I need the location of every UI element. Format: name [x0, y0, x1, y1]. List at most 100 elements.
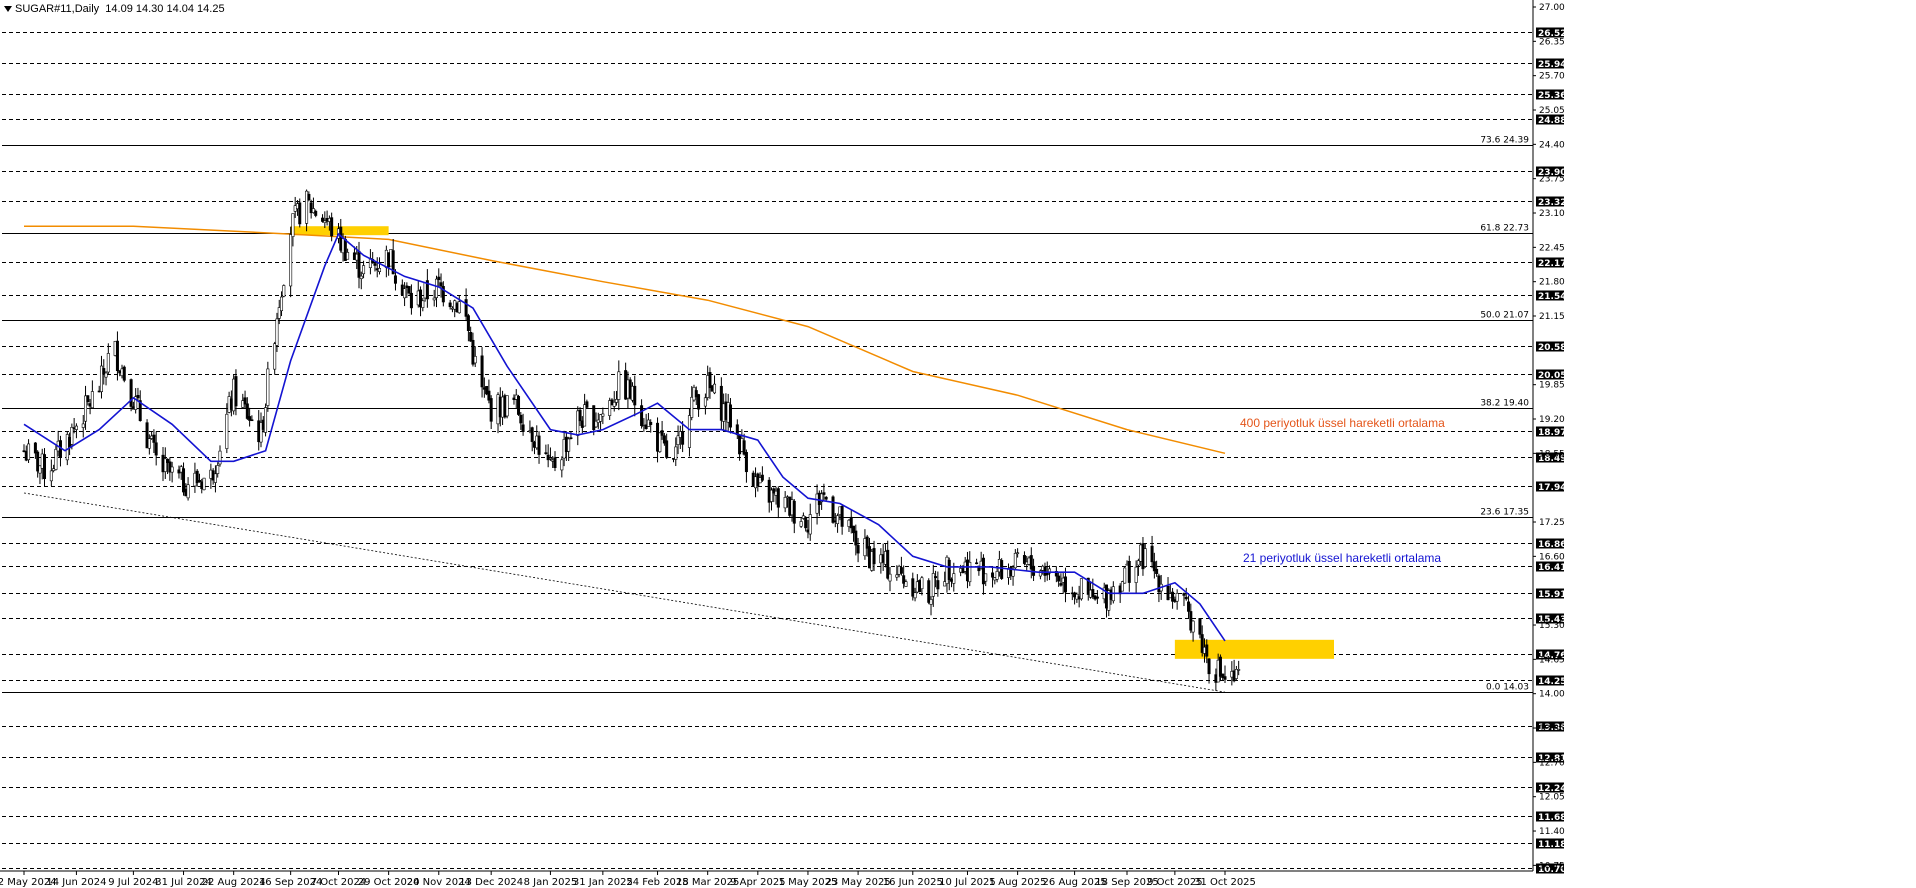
candle-body — [546, 454, 550, 461]
level-tag-label: 26.52 — [1538, 29, 1566, 39]
candle-body — [1237, 669, 1241, 671]
candle-body — [836, 515, 840, 524]
candle-body — [1223, 676, 1227, 680]
candle-body — [373, 263, 377, 266]
candle-body — [931, 573, 935, 597]
candle-body — [583, 404, 587, 427]
candle-body — [234, 376, 238, 407]
candle-body — [311, 208, 315, 213]
candle-body — [658, 432, 662, 453]
candle-body — [243, 397, 247, 405]
candle-body — [1127, 560, 1131, 583]
y-tick-label: 23.75 — [1539, 175, 1565, 185]
level-tag — [1536, 721, 1564, 732]
grid-lines — [2, 32, 1533, 869]
candle-body — [517, 396, 521, 415]
level-tag-label: 13.38 — [1538, 723, 1566, 733]
candle-body — [820, 493, 824, 503]
y-tick-label: 24.40 — [1539, 140, 1565, 150]
candle-body — [1157, 575, 1161, 593]
candle-body — [521, 424, 525, 432]
x-tick-label: 22 May 2024 — [0, 877, 57, 888]
candle-body — [115, 340, 119, 372]
candle-body — [1171, 591, 1175, 602]
x-tick-label: 16 Jun 2025 — [883, 877, 943, 888]
y-tick-label: 19.85 — [1539, 381, 1565, 391]
candle-body — [38, 465, 42, 474]
candle-body — [357, 250, 361, 278]
candle-body — [1198, 618, 1202, 635]
candle-body — [852, 525, 856, 534]
candle-body — [86, 395, 90, 403]
level-tag — [1536, 166, 1564, 177]
level-tag-label: 25.94 — [1538, 60, 1566, 70]
candle-body — [441, 286, 445, 303]
candle-body — [1123, 567, 1127, 584]
candle-body — [899, 567, 903, 574]
annotation-ema400: 400 periyotluk üssel hareketli ortalama — [1240, 416, 1445, 430]
candle-body — [102, 368, 106, 375]
candle-body — [195, 470, 199, 484]
level-tag — [1536, 613, 1564, 624]
candle-body — [981, 557, 985, 585]
candle-body — [1207, 658, 1211, 675]
candle-body — [213, 473, 217, 483]
candle-body — [489, 398, 493, 422]
candle-body — [968, 561, 972, 583]
candle-body — [419, 289, 423, 308]
candle-body — [245, 403, 249, 419]
candle-body — [1187, 601, 1191, 612]
candle-body — [856, 545, 860, 554]
level-tag-label: 22.17 — [1538, 259, 1566, 269]
candle-body — [480, 355, 484, 388]
x-tick-label: 9 Oct 2025 — [1147, 877, 1202, 888]
candle-body — [277, 307, 281, 319]
level-tag — [1536, 538, 1564, 549]
y-tick-label: 18.55 — [1539, 449, 1565, 459]
candle-body — [321, 217, 325, 222]
candle-body — [166, 458, 170, 464]
candle-body — [1205, 644, 1209, 657]
candle-body — [99, 365, 103, 392]
candle-body — [466, 315, 470, 331]
candle-body — [1079, 578, 1083, 600]
candle-body — [33, 442, 37, 454]
y-tick-label: 12.70 — [1539, 758, 1565, 768]
level-tag — [1536, 257, 1564, 268]
x-tick-label: 10 Jul 2025 — [939, 877, 996, 888]
candle-body — [1136, 560, 1140, 566]
candle-body — [569, 437, 573, 439]
candle-body — [439, 282, 443, 287]
x-tick-label: 24 Feb 2025 — [626, 877, 688, 888]
candle-body — [248, 416, 252, 421]
candle-body — [799, 521, 803, 527]
candle-body — [409, 292, 413, 309]
level-tag — [1536, 649, 1564, 660]
candle-body — [769, 489, 773, 502]
level-tag-label: 11.68 — [1538, 813, 1566, 823]
x-tick-label: 1 Aug 2025 — [989, 877, 1047, 888]
level-tag-label: 15.91 — [1538, 590, 1566, 600]
y-tick-label: 12.05 — [1539, 793, 1565, 803]
level-tag-label: 18.49 — [1538, 454, 1566, 464]
candle-body — [421, 300, 425, 308]
y-tick-label: 11.40 — [1539, 827, 1565, 837]
candle-body — [888, 573, 892, 582]
candle-body — [1059, 583, 1063, 586]
x-tick-label: 29 Oct 2024 — [358, 877, 420, 888]
candle-body — [662, 435, 666, 444]
candle-body — [995, 571, 999, 580]
candle-body — [202, 477, 206, 491]
x-tick-label: 23 May 2025 — [825, 877, 890, 888]
candle-body — [473, 355, 477, 364]
x-tick-label: 14 Jun 2024 — [46, 877, 106, 888]
fib-label: 23.6 17.35 — [1480, 508, 1529, 518]
candle-body — [822, 492, 826, 495]
candle-body — [694, 390, 698, 398]
collapse-triangle-icon[interactable] — [4, 6, 12, 13]
candle-body — [872, 548, 876, 565]
candle-body — [895, 574, 899, 578]
level-tag-label: 23.32 — [1538, 198, 1566, 208]
level-tag-label: 10.70 — [1538, 865, 1566, 875]
